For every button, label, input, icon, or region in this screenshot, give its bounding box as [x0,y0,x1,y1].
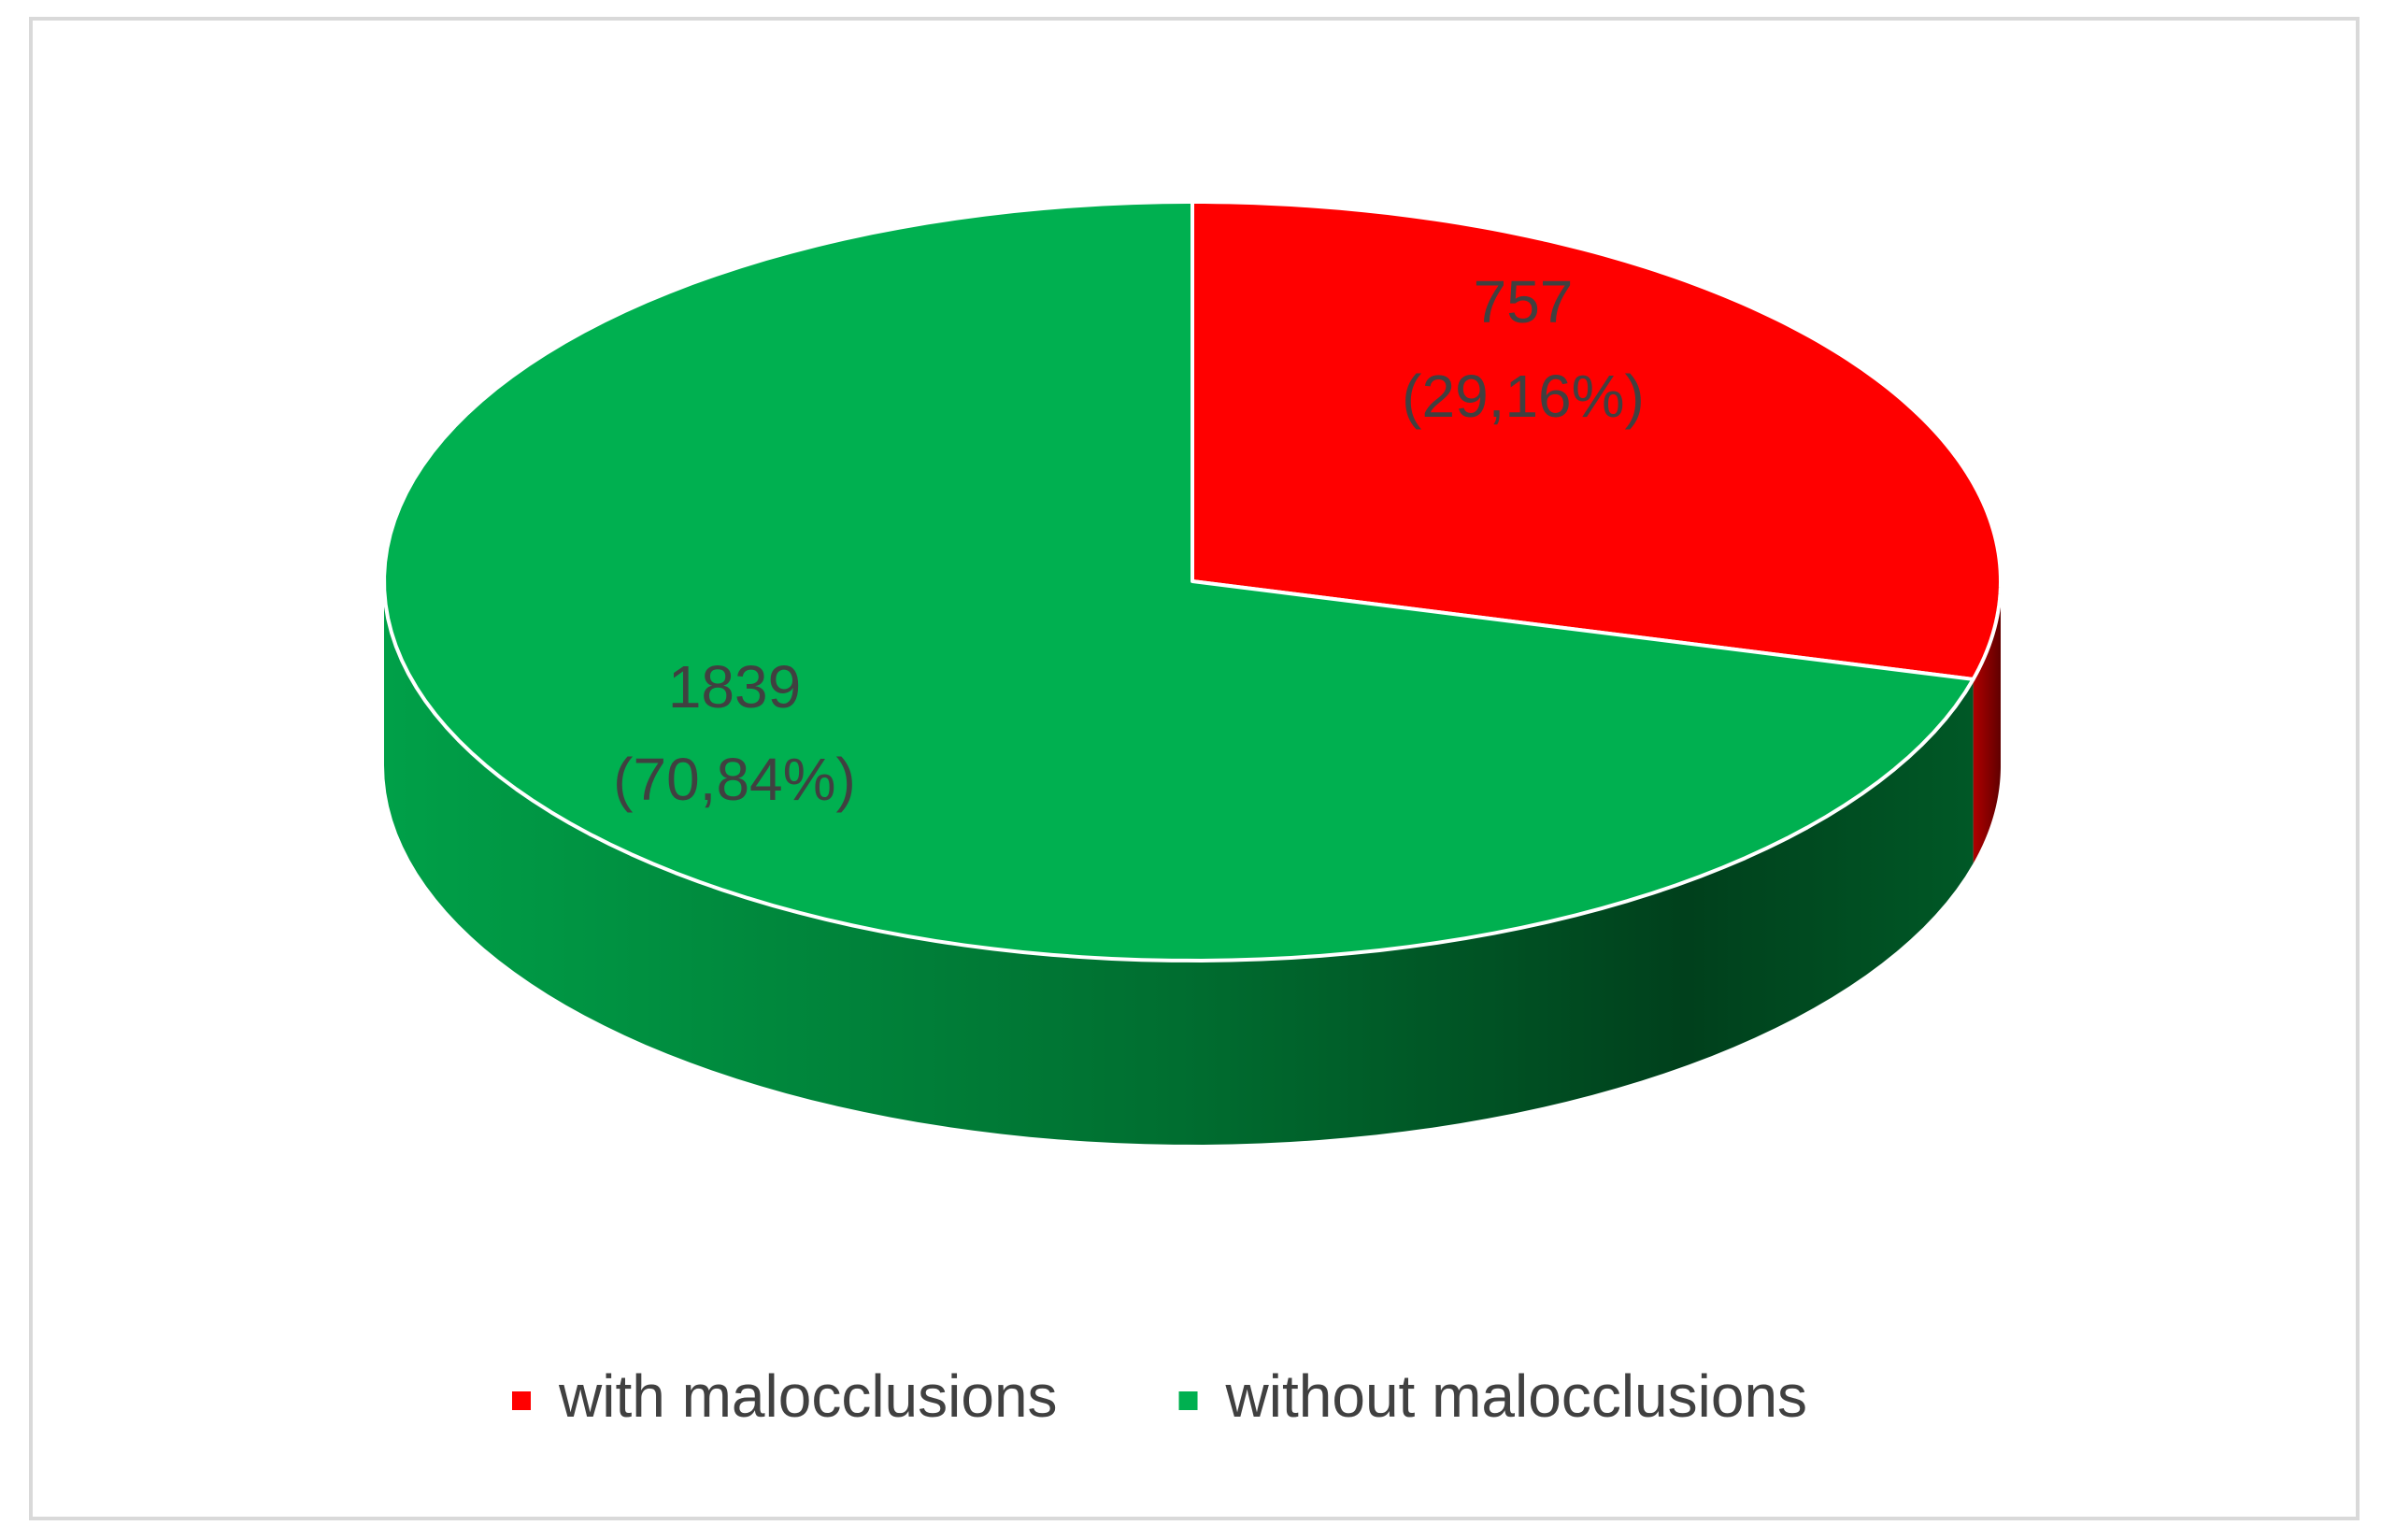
slice-side [384,581,1974,1145]
legend-swatch [1178,1391,1198,1410]
legend-label: with malocclusions [558,1362,1058,1430]
percent-label: (70,84%) [613,746,856,813]
value-label: 757 [1474,268,1574,335]
slice-side [1973,581,2001,863]
slice [1190,200,2003,681]
slice [382,200,1975,962]
legend-label: without malocclusions [1225,1362,1808,1430]
value-label: 1839 [668,653,801,720]
percent-label: (29,16%) [1402,363,1645,430]
legend-swatch [512,1391,531,1410]
